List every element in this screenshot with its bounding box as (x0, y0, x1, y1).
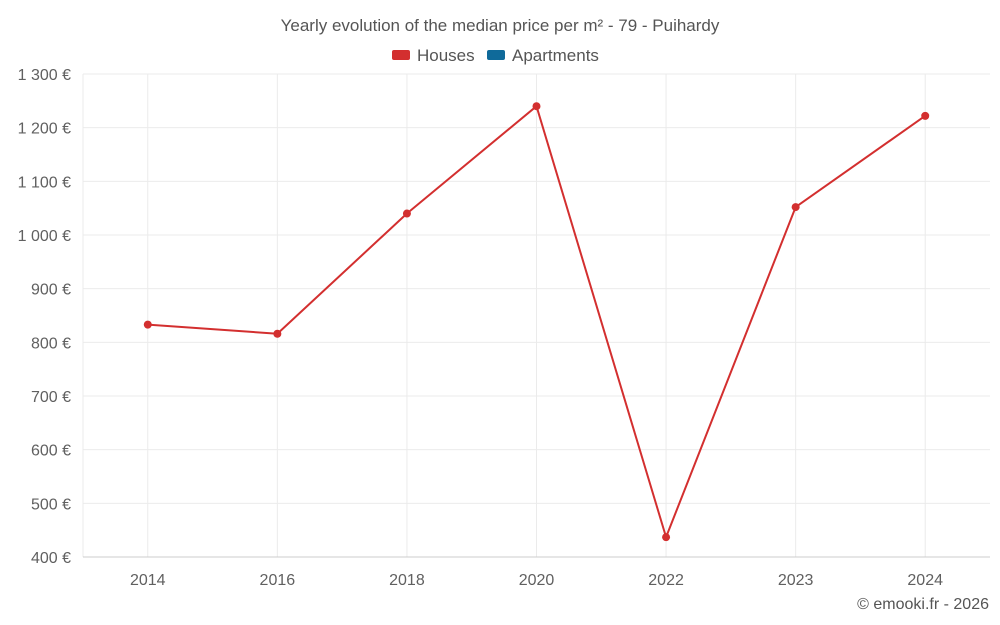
x-tick-label: 2024 (907, 572, 943, 589)
legend-item-houses[interactable]: Houses (392, 46, 475, 65)
y-tick-label: 1 000 € (18, 228, 71, 245)
legend-swatch-houses (392, 50, 410, 60)
data-point-houses[interactable] (402, 209, 411, 218)
data-point-houses[interactable] (791, 203, 800, 212)
legend: Houses Apartments (392, 46, 599, 65)
y-tick-label: 1 200 € (18, 121, 71, 138)
axes: 400 € 500 € 600 € 700 € 800 € 900 € 1 000 € 1 1… (18, 67, 990, 589)
y-tick-label: 500 € (31, 496, 71, 513)
y-tick-label: 1 300 € (18, 67, 71, 84)
y-tick-label: 1 100 € (18, 174, 71, 191)
x-tick-label: 2023 (778, 572, 814, 589)
y-tick-label: 400 € (31, 550, 71, 567)
legend-label-apartments: Apartments (512, 46, 599, 65)
x-tick-label: 2022 (648, 572, 684, 589)
gridlines (83, 73, 990, 557)
series (143, 102, 930, 542)
legend-item-apartments[interactable]: Apartments (487, 46, 599, 65)
y-tick-label: 700 € (31, 389, 71, 406)
x-tick-label: 2018 (389, 572, 425, 589)
x-tick-label: 2014 (130, 572, 166, 589)
data-point-houses[interactable] (662, 533, 671, 542)
y-tick-label: 800 € (31, 335, 71, 352)
y-tick-label: 600 € (31, 443, 71, 460)
data-point-houses[interactable] (143, 320, 152, 329)
credit-text: © emooki.fr - 2026 (857, 596, 989, 613)
data-point-houses[interactable] (273, 329, 282, 338)
data-point-houses[interactable] (921, 111, 930, 120)
y-tick-label: 900 € (31, 282, 71, 299)
chart-title: Yearly evolution of the median price per… (281, 16, 720, 35)
data-point-houses[interactable] (532, 102, 541, 111)
legend-swatch-apartments (487, 50, 505, 60)
x-tick-label: 2016 (260, 572, 296, 589)
x-tick-label: 2020 (519, 572, 555, 589)
legend-label-houses: Houses (417, 46, 475, 65)
